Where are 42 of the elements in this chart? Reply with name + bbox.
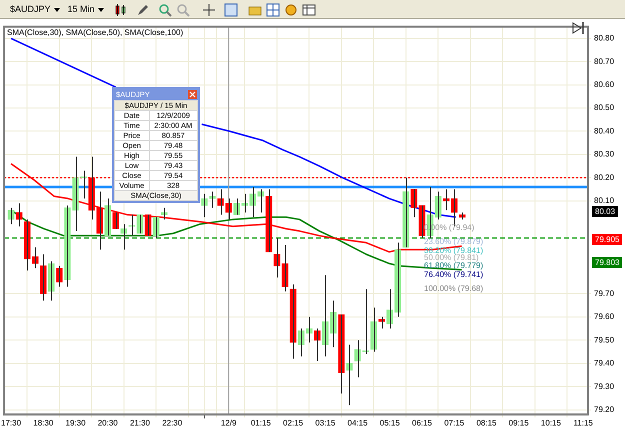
y-tick-label: 79.20 [594,404,615,414]
x-tick-label: 18:30 [33,418,54,428]
y-tick-label: 80.40 [594,126,615,136]
annotation: 100.00% (79.68) [424,284,484,293]
annotation: 50.00% (79.81) [424,253,479,262]
x-tick-label: 03:15 [315,418,336,428]
y-tick-label: 80.30 [594,150,615,159]
y-tick-label: 80.20 [594,172,615,182]
x-tick-label: 08:15 [476,418,498,428]
x-tick-label: 20:30 [98,418,118,428]
x-tick-label: 10:15 [540,418,562,428]
y-tick-label: 80.80 [594,34,615,43]
x-tick-label: 06:15 [412,418,433,428]
y-tick-label: 80.10 [594,196,615,206]
text: 80.03 [592,206,618,217]
toolbar: $AUDJPY 15 Min [0,0,625,19]
x-tick-label: 01:15 [250,418,272,428]
y-tick-label: 80.50 [594,103,615,112]
x-tick-label: 02:15 [283,418,304,428]
x-tick-label: 04:15 [348,418,368,428]
y-tick-label: 79.70 [594,288,615,298]
chart-title: SMA(Close,30), SMA(Close,50), SMA(Close,100) [7,28,184,38]
annotation: 23.60% (79.879) [424,237,484,246]
y-tick-label: 80.70 [594,56,615,66]
text: 79.803 [592,257,622,268]
annotation: 61.80% (79.779) [424,261,484,270]
x-tick-label: 17:30 [1,418,22,428]
x-tick-label: 07:15 [444,418,465,428]
x-tick-label: 09:15 [508,418,530,428]
x-tick-label: 05:15 [380,418,400,428]
y-tick-label: 79.60 [594,312,615,322]
text: 79.905 [592,234,622,245]
y-tick-label: 79.40 [594,358,615,368]
x-tick-label: 11:15 [573,418,594,428]
x-tick-label: 21:30 [130,418,151,428]
x-tick-label: 19:30 [65,418,86,428]
annotation: 76.40% (79.741) [424,270,484,279]
x-tick-label: 12/9 [220,418,237,428]
y-tick-label: 79.50 [594,335,615,344]
y-tick-label: 79.30 [594,382,615,391]
x-tick-label: 22:30 [162,418,183,428]
y-tick-label: 80.60 [594,80,615,90]
